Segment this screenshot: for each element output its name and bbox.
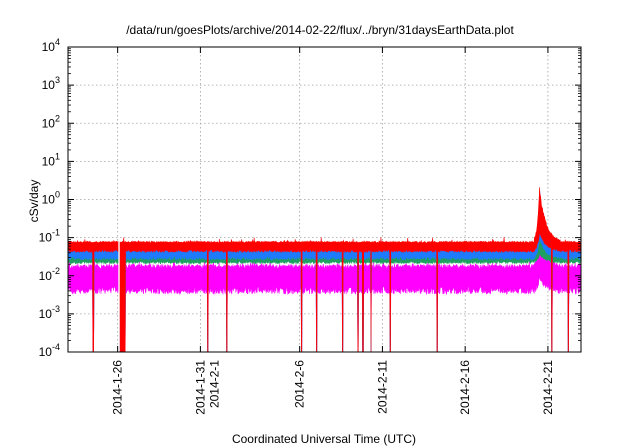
y-tick-label: 101 <box>42 151 60 168</box>
y-tick-label: 102 <box>42 113 60 130</box>
y-axis: 10-4 10-3 10-2 10-1 100 101 102 103 104 <box>39 37 581 359</box>
data-gap <box>118 48 120 351</box>
x-tick-label: 2014-1-31 <box>193 360 207 415</box>
x-tick-label: 2014-2-21 <box>541 360 555 415</box>
x-tick-label: 2014-1-26 <box>111 360 125 415</box>
x-tick-label: 2014-2-6 <box>293 360 307 408</box>
y-tick-label: 10-3 <box>39 304 60 321</box>
x-axis: 2014-1-26 2014-1-31 2014-2-1 2014-2-6 2014-2… <box>111 47 555 415</box>
x-tick-label: 2014-2-16 <box>458 360 472 415</box>
series-group <box>67 48 582 353</box>
x-axis-label: Coordinated Universal Time (UTC) <box>232 432 416 446</box>
x-tick-label: 2014-2-11 <box>375 360 389 414</box>
y-tick-label: 100 <box>42 190 60 207</box>
grid <box>68 47 581 352</box>
y-tick-label: 10-4 <box>39 342 60 359</box>
y-tick-label: 10-1 <box>39 228 60 245</box>
x-tick-label: 2014-2-1 <box>207 360 221 408</box>
y-tick-label: 104 <box>42 37 60 54</box>
y-tick-label: 103 <box>42 75 60 92</box>
y-tick-label: 10-2 <box>39 266 60 283</box>
y-axis-label: cSv/day <box>27 180 41 223</box>
chart-title: /data/run/goesPlots/archive/2014-02-22/f… <box>126 23 514 37</box>
